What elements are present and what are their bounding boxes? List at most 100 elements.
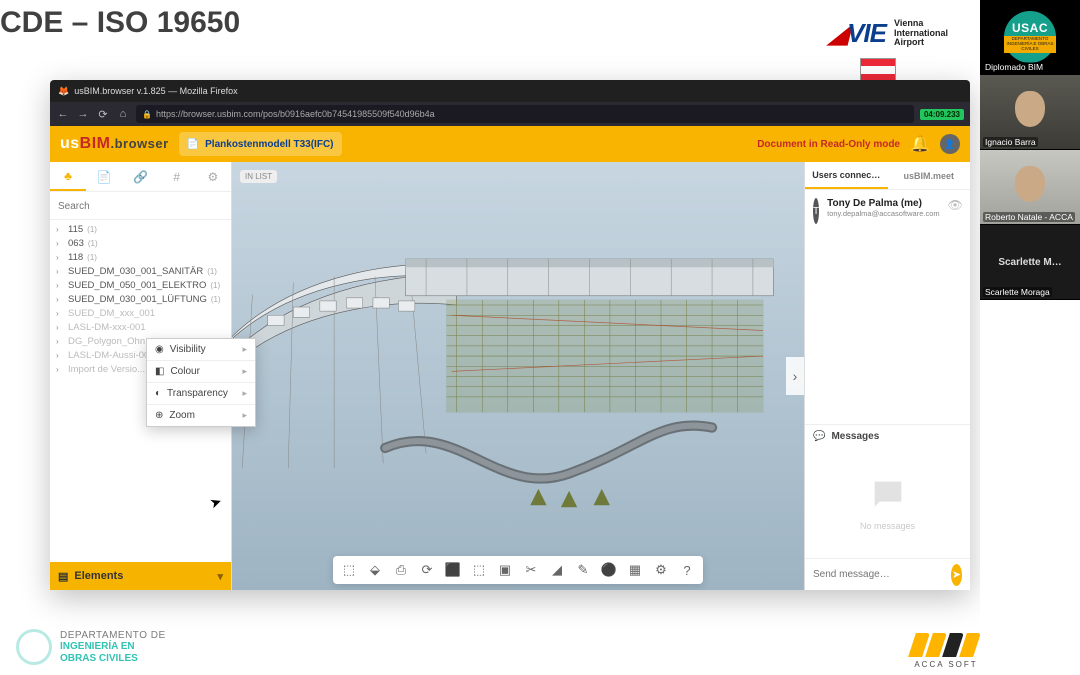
participant-label: Diplomado BIM [983, 62, 1045, 72]
tab-tree-icon[interactable]: ♣ [50, 162, 86, 191]
video-sidebar: USACDEPARTAMENTO INGENIERÍA E OBRAS CIVI… [980, 0, 1080, 675]
tree-row[interactable]: ›LASL-DM-xxx-001 [54, 320, 227, 334]
tab-link-icon[interactable]: 🔗 [122, 162, 158, 191]
viewport-next-button[interactable]: › [786, 357, 804, 395]
compose-row: ➤ [805, 558, 970, 590]
toolbar-button[interactable]: ◢ [549, 562, 565, 578]
viewport-toolbar: ⬚ ⬙ ⎙ ⟳ ⬛ ⬚ ▣ ✂ ◢ ✎ ⚫ ▦ ⚙? [333, 556, 703, 584]
right-tabs: Users connec… usBIM.meet [805, 162, 970, 190]
slide-area: CDE – ISO 19650 ◢VIE Vienna Internationa… [0, 0, 980, 675]
vie-mark: ◢VIE [828, 18, 886, 49]
participant-label: Ignacio Barra [983, 137, 1038, 147]
toolbar-button[interactable]: ⚫ [601, 562, 617, 578]
model-illustration [232, 162, 804, 590]
user-row: T Tony De Palma (me) tony.depalma@accaso… [805, 190, 970, 232]
acca-mark-icon [912, 633, 980, 657]
slide-title: CDE – ISO 19650 [0, 6, 240, 40]
recording-badge: 04:09.233 [920, 109, 964, 120]
acca-logo: ACCA SOFT [912, 633, 980, 669]
video-tile[interactable]: Ignacio Barra [980, 75, 1080, 150]
search-box [50, 192, 231, 220]
tree-row[interactable]: ›SUED_DM_030_001_SANITÄR (1) [54, 264, 227, 278]
tab-hash-icon[interactable]: # [159, 162, 195, 191]
app-brand: usBIM.browser [60, 135, 169, 153]
tree-row[interactable]: ›SUED_DM_050_001_ELEKTRO (1) [54, 278, 227, 292]
toolbar-button[interactable]: ✎ [575, 562, 591, 578]
tree-row[interactable]: ›SUED_DM_xxx_001 [54, 306, 227, 320]
nav-fwd-icon[interactable]: → [76, 107, 90, 121]
elements-icon: ▤ [58, 570, 68, 583]
nav-reload-icon[interactable]: ⟳ [96, 107, 110, 121]
toolbar-button[interactable]: ⬛ [445, 562, 461, 578]
url-text: https://browser.usbim.com/pos/b0916aefc0… [156, 109, 435, 119]
left-panel: ♣ 📄 🔗 # ⚙ ›115 (1)›063 (1)›118 (1)›SUED_… [50, 162, 232, 590]
no-messages: No messages [805, 448, 970, 558]
context-item[interactable]: ◧Colour▸ [147, 360, 255, 382]
search-input[interactable] [56, 198, 225, 215]
user-avatar: T [813, 198, 819, 224]
tree-row[interactable]: ›063 (1) [54, 236, 227, 250]
toolbar-button[interactable]: ▦ [627, 562, 643, 578]
right-panel: Users connec… usBIM.meet T Tony De Palma… [804, 162, 970, 590]
tab-gear-icon[interactable]: ⚙ [195, 162, 231, 191]
toolbar-button[interactable]: ⎙ [393, 562, 409, 578]
toolbar-button[interactable]: ⟳ [419, 562, 435, 578]
toolbar-button[interactable]: ▣ [497, 562, 513, 578]
file-chip[interactable]: 📄 Plankostenmodell T33(IFC) [179, 132, 342, 156]
context-item[interactable]: ◉Visibility▸ [147, 339, 255, 360]
dept-ring-icon [16, 629, 52, 665]
nav-back-icon[interactable]: ← [56, 107, 70, 121]
eye-icon[interactable]: 👁 [948, 198, 963, 212]
video-tile[interactable]: USACDEPARTAMENTO INGENIERÍA E OBRAS CIVI… [980, 0, 1080, 75]
dept-logo: DEPARTAMENTO DE INGENIERÍA EN OBRAS CIVI… [16, 629, 166, 665]
tree-row[interactable]: ›115 (1) [54, 222, 227, 236]
toolbar-button[interactable]: ✂ [523, 562, 539, 578]
file-name: Plankostenmodell T33(IFC) [205, 139, 333, 150]
readonly-notice: Document in Read-Only mode [757, 139, 900, 150]
firefox-titlebar: 🦊usBIM.browser v.1.825 — Mozilla Firefox [50, 80, 970, 102]
file-icon: 📄 [187, 139, 199, 150]
toolbar-button[interactable]: ⬚ [341, 562, 357, 578]
cursor-icon: ➤ [207, 493, 224, 513]
participant-label: Scarlette Moraga [983, 287, 1052, 297]
flag-austria [860, 58, 896, 82]
context-item[interactable]: ◐Transparency▸ [147, 382, 255, 404]
context-menu: ◉Visibility▸◧Colour▸◐Transparency▸⊕Zoom▸ [146, 338, 256, 427]
pill-inlist[interactable]: IN LIST [240, 170, 277, 183]
compose-input[interactable] [813, 569, 945, 580]
vie-logo: ◢VIE Vienna International Airport [828, 18, 948, 49]
bell-icon[interactable]: 🔔 [910, 134, 930, 154]
left-tabs: ♣ 📄 🔗 # ⚙ [50, 162, 231, 192]
toolbar-button[interactable]: ⬙ [367, 562, 383, 578]
participant-label: Roberto Natale - ACCA [983, 212, 1075, 222]
tab-usbimmeet[interactable]: usBIM.meet [888, 162, 971, 189]
chat-icon: 💬 [813, 431, 825, 442]
url-field[interactable]: 🔒 https://browser.usbim.com/pos/b0916aef… [136, 105, 914, 123]
user-name: Tony De Palma (me) [827, 198, 940, 209]
tab-doc-icon[interactable]: 📄 [86, 162, 122, 191]
tree-row[interactable]: ›SUED_DM_030_001_LÜFTUNG (1) [54, 292, 227, 306]
viewport-3d[interactable]: IN LIST ‹ › ⬚⬙⎙⟳⬛⬚▣✂◢✎⚫▦⚙? [232, 162, 804, 590]
messages-header: 💬 Messages [805, 424, 970, 448]
send-button[interactable]: ➤ [951, 564, 962, 586]
video-blank [980, 300, 1080, 675]
firefox-tab[interactable]: 🦊usBIM.browser v.1.825 — Mozilla Firefox [58, 86, 238, 97]
user-avatar-icon[interactable]: 👤 [940, 134, 960, 154]
context-item[interactable]: ⊕Zoom▸ [147, 404, 255, 426]
tree-row[interactable]: ›118 (1) [54, 250, 227, 264]
nomsg-icon [868, 475, 908, 515]
toolbar-button[interactable]: ? [679, 562, 695, 578]
chevron-down-icon: ▾ [217, 570, 223, 583]
video-tile[interactable]: Roberto Natale - ACCA [980, 150, 1080, 225]
tab-users[interactable]: Users connec… [805, 162, 888, 189]
nav-home-icon[interactable]: ⌂ [116, 107, 130, 121]
app-body: ♣ 📄 🔗 # ⚙ ›115 (1)›063 (1)›118 (1)›SUED_… [50, 162, 970, 590]
toolbar-button[interactable]: ⬚ [471, 562, 487, 578]
vie-text: Vienna International Airport [894, 19, 948, 47]
address-bar: ← → ⟳ ⌂ 🔒 https://browser.usbim.com/pos/… [50, 102, 970, 126]
left-footer[interactable]: ▤ Elements ▾ [50, 562, 231, 590]
video-tile[interactable]: Scarlette M…Scarlette Moraga [980, 225, 1080, 300]
toolbar-button[interactable]: ⚙ [653, 562, 669, 578]
app-header: usBIM.browser 📄 Plankostenmodell T33(IFC… [50, 126, 970, 162]
user-email: tony.depalma@accasoftware.com [827, 209, 940, 218]
